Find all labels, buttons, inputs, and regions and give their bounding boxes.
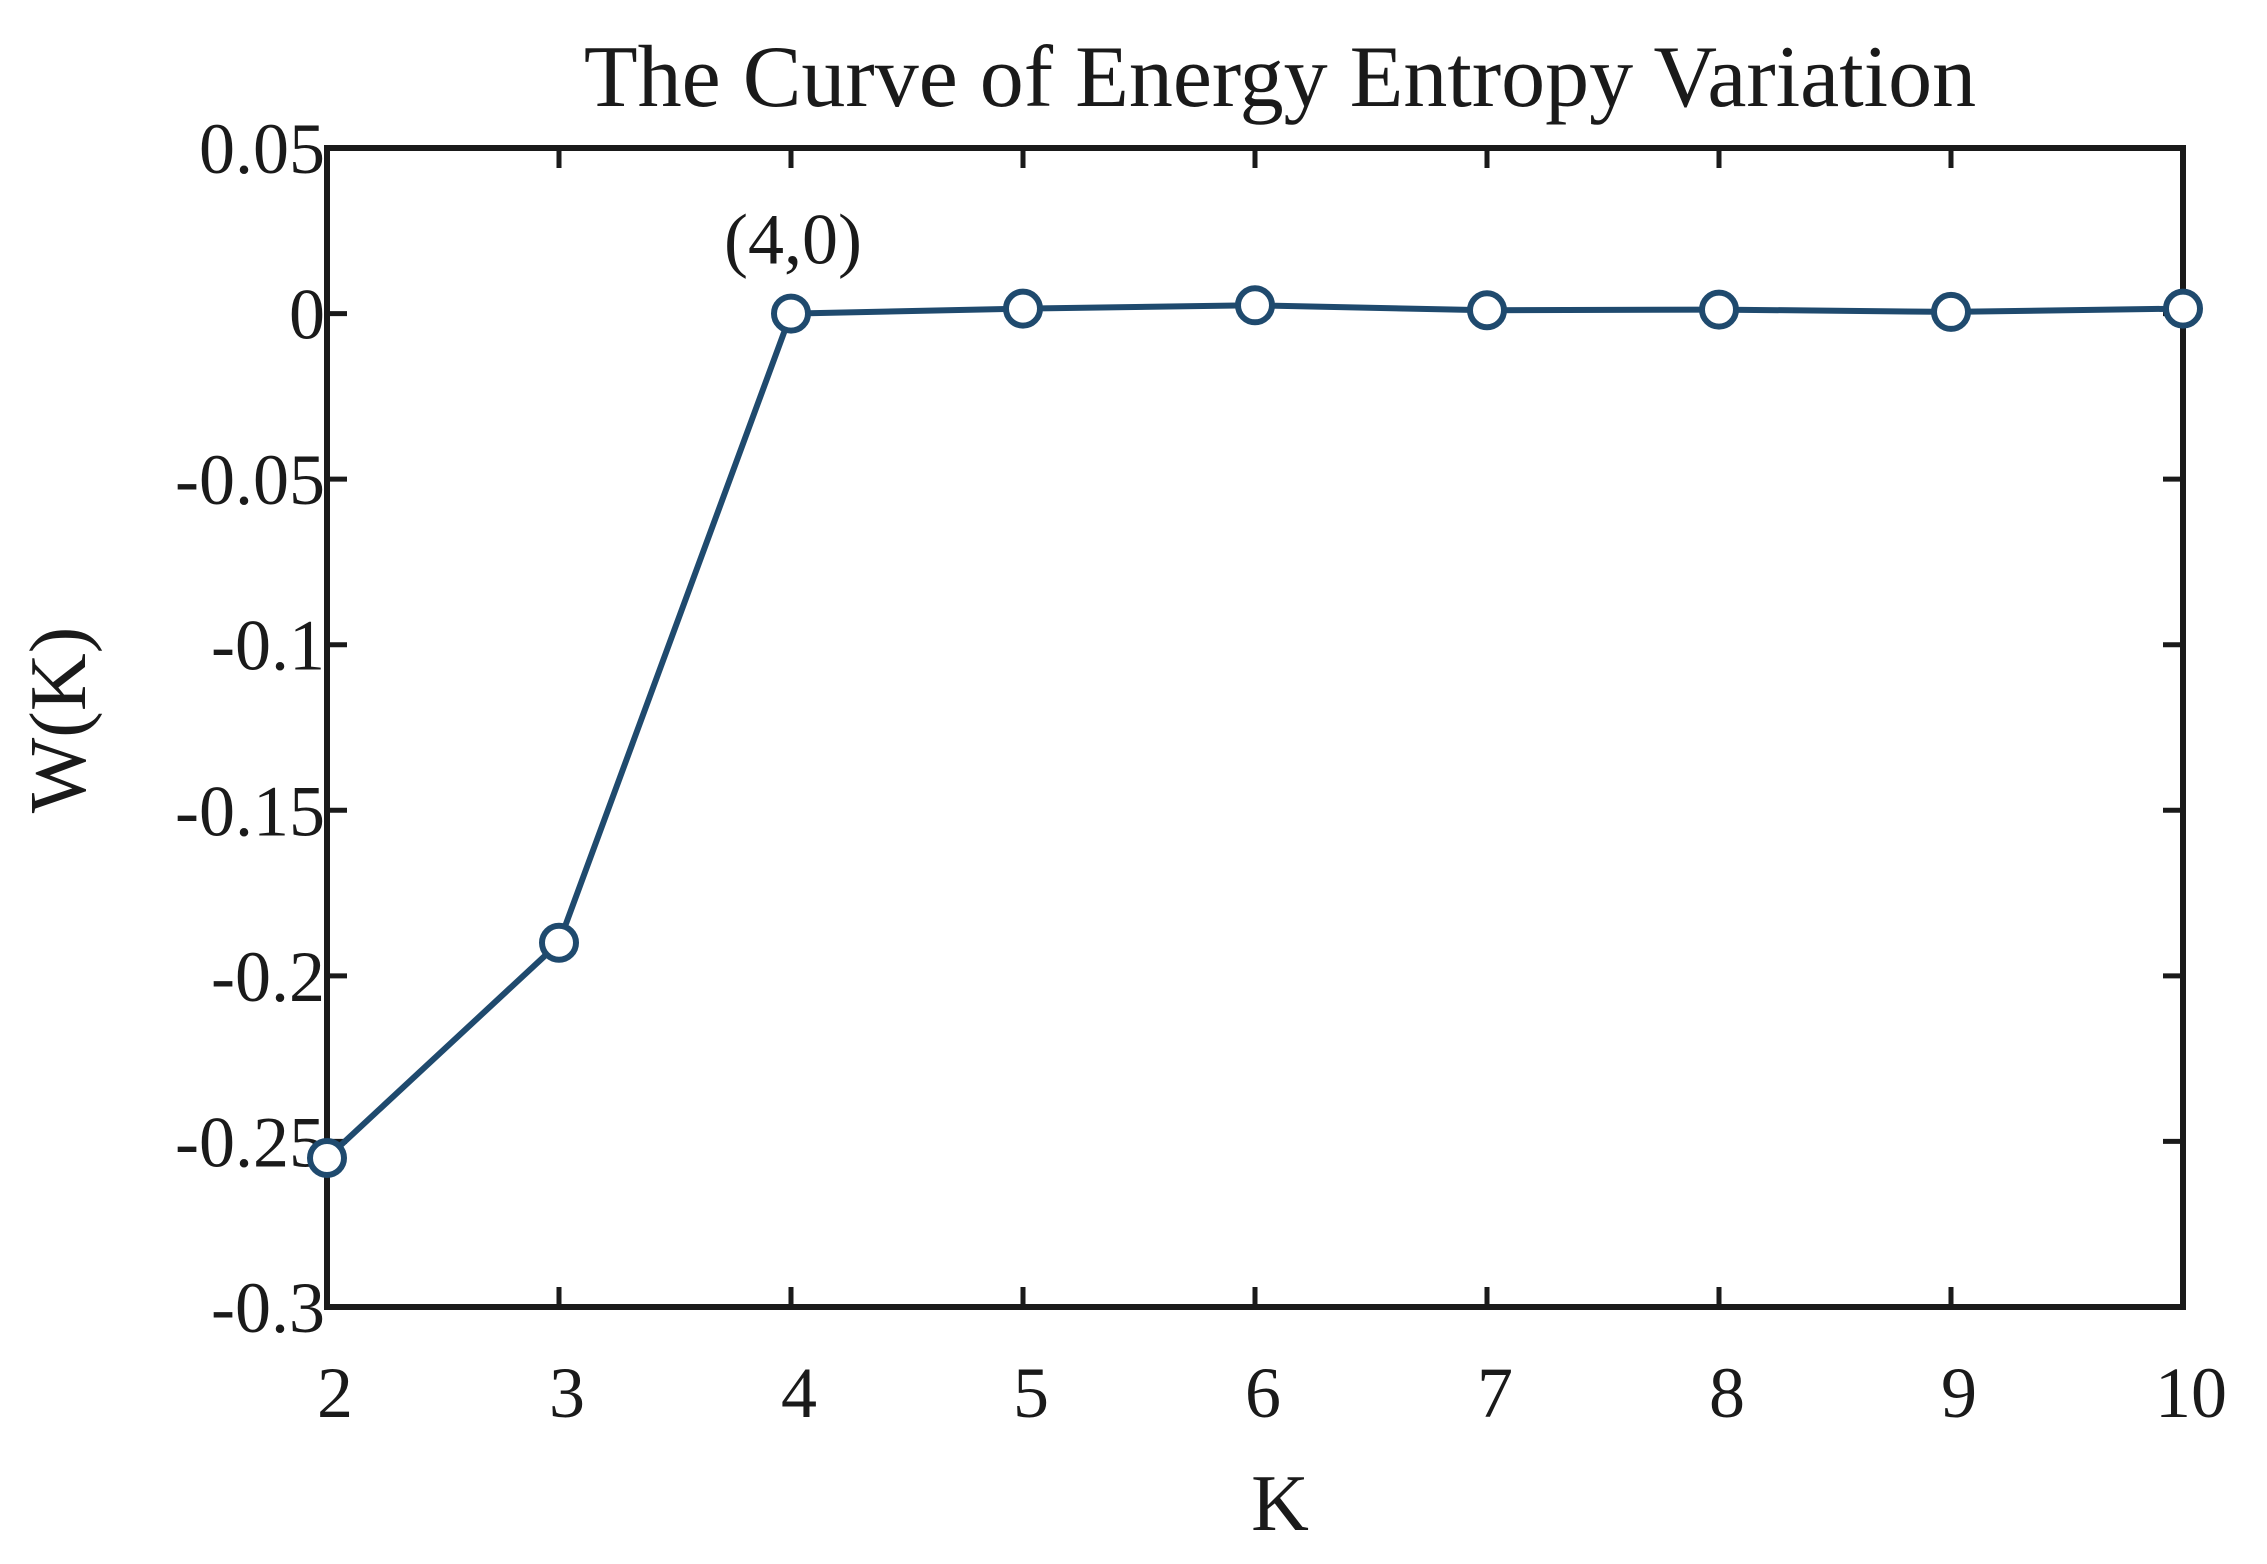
- y-tick-label: -0.25: [175, 1102, 325, 1182]
- data-point-marker: [2163, 288, 2203, 329]
- x-tick-label: 7: [1477, 1353, 1513, 1433]
- y-tick-label: -0.1: [211, 606, 325, 686]
- data-point-marker: [307, 1137, 347, 1178]
- data-point-marker: [1931, 291, 1971, 332]
- x-axis-label: K: [1251, 1460, 1309, 1548]
- data-point-marker: [539, 922, 579, 963]
- data-point-marker: [1699, 289, 1739, 330]
- data-point-marker: [1003, 288, 1043, 329]
- y-tick-label: -0.15: [175, 771, 325, 851]
- y-tick-label: 0.05: [199, 109, 325, 189]
- x-tick-label: 3: [549, 1353, 585, 1433]
- y-tick-label: -0.3: [211, 1268, 325, 1348]
- x-tick-label: 5: [1013, 1353, 1049, 1433]
- x-tick-label: 9: [1941, 1353, 1977, 1433]
- series-line: [324, 302, 2184, 1161]
- x-tick-label: 2: [317, 1353, 353, 1433]
- y-axis-label: W(K): [15, 627, 103, 814]
- x-tick-label: 8: [1709, 1353, 1745, 1433]
- y-tick-label: -0.05: [175, 440, 325, 520]
- data-point-marker: [1235, 285, 1275, 326]
- data-point-marker: [771, 293, 811, 334]
- data-annotation: (4,0): [724, 200, 862, 280]
- data-point-marker: [1467, 290, 1507, 331]
- x-tick-label: 4: [781, 1353, 817, 1433]
- plot-area: 2 3 4 5 6 7 8 9 10 0.05 0 -0.05 -0.1 -0.15 -0.2 -0.25 -0…: [175, 109, 2227, 1433]
- x-tick-label: 10: [2155, 1353, 2227, 1433]
- y-tick-label: -0.2: [211, 937, 325, 1017]
- x-tick-label: 6: [1245, 1353, 1281, 1433]
- chart-title: The Curve of Energy Entropy Variation: [584, 29, 1976, 126]
- y-tick-label: 0: [289, 275, 325, 355]
